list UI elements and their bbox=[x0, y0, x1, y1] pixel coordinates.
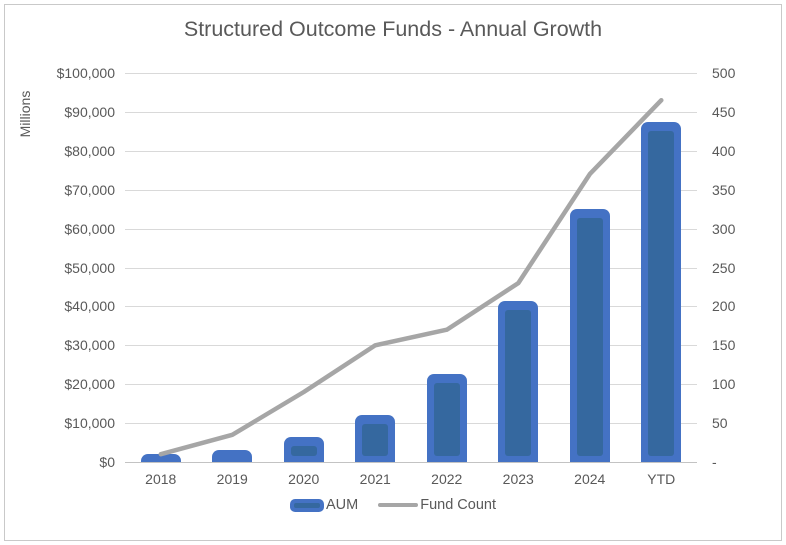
left-tick-4: $60,000 bbox=[64, 220, 115, 237]
fund-count-line-marker-icon bbox=[378, 503, 419, 507]
aum-bar-2022 bbox=[426, 374, 467, 462]
right-tick-9: 50 bbox=[712, 415, 728, 432]
legend: AUM Fund Count bbox=[0, 497, 786, 513]
x-label-2024: 2024 bbox=[574, 471, 606, 487]
fund-count-polyline bbox=[158, 97, 664, 457]
gridline bbox=[125, 267, 697, 269]
chart-title: Structured Outcome Funds - Annual Growth bbox=[183, 17, 603, 41]
legend-item-aum: AUM bbox=[289, 497, 359, 513]
right-tick-1: 450 bbox=[712, 103, 736, 120]
gridline bbox=[125, 73, 697, 74]
x-label-2018: 2018 bbox=[145, 471, 177, 487]
aum-bar-2021 bbox=[355, 415, 396, 462]
aum-bar-2023 bbox=[498, 300, 539, 462]
aum-bar-marker-stripe bbox=[293, 502, 320, 508]
left-tick-0: $100,000 bbox=[56, 65, 115, 81]
aum-bar-inner-2022 bbox=[433, 383, 460, 456]
gridline bbox=[125, 150, 697, 152]
right-tick-5: 250 bbox=[712, 259, 736, 276]
left-tick-7: $30,000 bbox=[64, 337, 115, 354]
left-tick-2: $80,000 bbox=[64, 142, 115, 159]
aum-bar-2018 bbox=[140, 454, 181, 462]
x-label-2022: 2022 bbox=[431, 471, 463, 487]
aum-bar-inner-YTD bbox=[648, 130, 675, 456]
right-tick-2: 400 bbox=[712, 142, 736, 159]
left-tick-6: $40,000 bbox=[64, 298, 115, 315]
x-label-2019: 2019 bbox=[216, 471, 248, 487]
line-series-fund-count bbox=[158, 97, 664, 457]
gridline bbox=[125, 423, 697, 425]
x-label-2023: 2023 bbox=[502, 471, 534, 487]
right-tick-10: - bbox=[712, 454, 717, 470]
aum-bar-YTD bbox=[641, 121, 682, 462]
aum-bar-inner-2020 bbox=[290, 446, 317, 456]
aum-bar-inner-2024 bbox=[576, 218, 603, 456]
gridline bbox=[125, 345, 697, 347]
right-tick-0: 500 bbox=[712, 65, 736, 81]
legend-item-fund-count: Fund Count bbox=[378, 497, 496, 513]
right-tick-8: 100 bbox=[712, 376, 736, 393]
x-label-YTD: YTD bbox=[647, 471, 676, 487]
right-tick-3: 350 bbox=[712, 181, 736, 198]
aum-bar-2020 bbox=[283, 437, 324, 462]
x-label-2021: 2021 bbox=[359, 471, 391, 487]
aum-bar-2019 bbox=[212, 450, 253, 462]
x-axis-line bbox=[125, 462, 697, 463]
left-tick-8: $20,000 bbox=[64, 376, 115, 393]
gridline bbox=[125, 111, 697, 113]
aum-bar-marker-icon bbox=[289, 498, 324, 512]
legend-label-aum: AUM bbox=[325, 497, 359, 513]
gridline bbox=[125, 306, 697, 308]
x-label-2020: 2020 bbox=[288, 471, 320, 487]
left-tick-3: $70,000 bbox=[64, 181, 115, 198]
aum-bar-inner-2023 bbox=[505, 309, 532, 456]
gridline bbox=[125, 189, 697, 191]
gridline bbox=[125, 384, 697, 386]
gridline bbox=[125, 228, 697, 230]
right-tick-4: 300 bbox=[712, 220, 736, 237]
aum-bar-2024 bbox=[569, 209, 610, 462]
left-tick-1: $90,000 bbox=[64, 103, 115, 120]
left-tick-9: $10,000 bbox=[64, 415, 115, 432]
right-tick-7: 150 bbox=[712, 337, 736, 354]
legend-label-fund-count: Fund Count bbox=[420, 497, 496, 513]
left-tick-5: $50,000 bbox=[64, 259, 115, 276]
aum-bar-inner-2021 bbox=[362, 424, 389, 456]
right-tick-6: 200 bbox=[712, 298, 736, 315]
left-tick-10: $0 bbox=[99, 454, 115, 470]
